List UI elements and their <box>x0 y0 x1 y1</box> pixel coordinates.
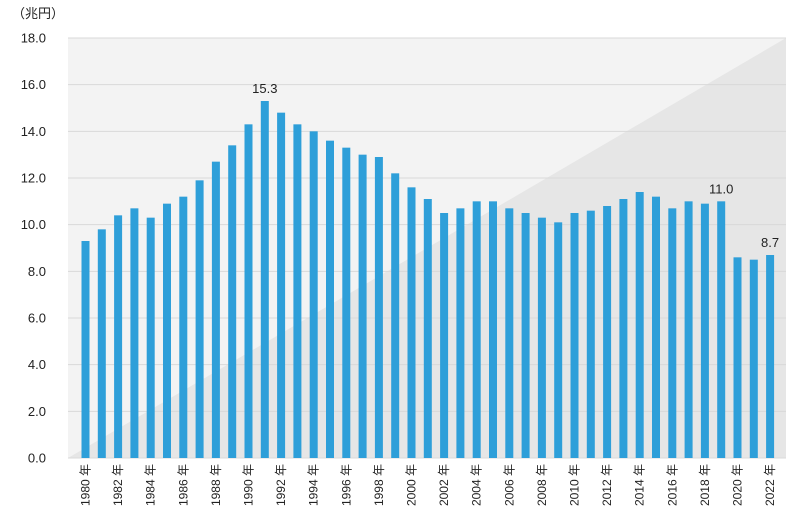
bar-1995 <box>326 140 334 458</box>
bar-2018 <box>700 203 709 458</box>
bar-2001 <box>423 199 432 458</box>
y-tick-label: 0.0 <box>28 451 46 466</box>
bar-2017 <box>684 201 693 459</box>
bar-1993 <box>293 124 302 458</box>
bar-2005 <box>489 201 497 459</box>
bar-2009 <box>554 222 563 458</box>
x-tick-label: 2006 年 <box>502 464 516 506</box>
bar-2003 <box>456 208 465 458</box>
data-label: 8.7 <box>761 235 779 250</box>
bar-2016 <box>668 208 677 458</box>
bar-2011 <box>586 210 595 458</box>
x-tick-label: 2022 年 <box>763 464 777 506</box>
bar-1992 <box>277 112 286 459</box>
bar-1988 <box>211 161 220 458</box>
x-tick-label: 1982 年 <box>111 464 125 506</box>
y-tick-label: 6.0 <box>28 311 46 326</box>
x-tick-label: 1992 年 <box>274 464 288 506</box>
bar-1985 <box>163 203 171 458</box>
bar-1998 <box>374 157 383 458</box>
bar-2022 <box>766 255 775 458</box>
bar-1981 <box>97 229 106 458</box>
x-tick-label: 2002 年 <box>437 464 451 506</box>
bar-2019 <box>717 201 726 459</box>
bar-2008 <box>537 217 546 458</box>
bar-2015 <box>652 196 660 458</box>
bar-1991 <box>260 101 269 458</box>
x-tick-label: 2000 年 <box>405 464 419 506</box>
bar-2007 <box>521 213 530 458</box>
bar-1980 <box>81 241 90 458</box>
x-tick-label: 2020 年 <box>731 464 745 506</box>
bar-1989 <box>228 145 237 459</box>
bar-1994 <box>309 131 318 459</box>
bar-2021 <box>749 259 758 458</box>
bar-2002 <box>440 213 449 458</box>
y-tick-label: 12.0 <box>21 171 46 186</box>
x-tick-label: 1996 年 <box>339 464 353 506</box>
x-tick-label: 2016 年 <box>665 464 679 506</box>
bar-2013 <box>619 199 628 458</box>
bar-1986 <box>179 196 188 458</box>
bar-2004 <box>472 201 481 459</box>
x-tick-label: 1990 年 <box>242 464 256 506</box>
bar-1984 <box>146 217 155 458</box>
bar-2020 <box>733 257 742 458</box>
x-tick-label: 2012 年 <box>600 464 614 506</box>
x-tick-label: 2010 年 <box>568 464 582 506</box>
y-tick-label: 16.0 <box>21 77 46 92</box>
bar-1987 <box>195 180 204 459</box>
bar-2014 <box>635 192 644 458</box>
y-tick-label: 8.0 <box>28 264 46 279</box>
bar-1996 <box>342 147 351 458</box>
x-tick-label: 1980 年 <box>79 464 93 506</box>
y-tick-label: 2.0 <box>28 404 46 419</box>
bar-2006 <box>505 208 514 458</box>
bar-1999 <box>391 173 400 459</box>
bar-1982 <box>114 215 123 458</box>
x-tick-label: 2014 年 <box>633 464 647 506</box>
bar-2000 <box>407 187 416 459</box>
bar-1997 <box>358 154 367 458</box>
data-label: 11.0 <box>709 181 733 196</box>
data-label: 15.3 <box>252 81 277 96</box>
x-tick-label: 2018 年 <box>698 464 712 506</box>
y-tick-label: 14.0 <box>21 124 46 139</box>
bar-1990 <box>244 124 253 458</box>
y-unit-label: （兆円） <box>12 6 64 21</box>
y-tick-label: 18.0 <box>21 31 46 46</box>
x-tick-label: 2008 年 <box>535 464 549 506</box>
bar-2012 <box>603 206 612 458</box>
x-tick-label: 1986 年 <box>176 464 190 506</box>
y-tick-label: 4.0 <box>28 357 46 372</box>
bar-1983 <box>130 208 139 458</box>
x-tick-label: 1988 年 <box>209 464 223 506</box>
x-tick-label: 1998 年 <box>372 464 386 506</box>
y-tick-label: 10.0 <box>21 217 46 232</box>
x-tick-label: 2004 年 <box>470 464 484 506</box>
x-tick-label: 1984 年 <box>144 464 158 506</box>
x-tick-label: 1994 年 <box>307 464 321 506</box>
bar-2010 <box>570 213 579 458</box>
